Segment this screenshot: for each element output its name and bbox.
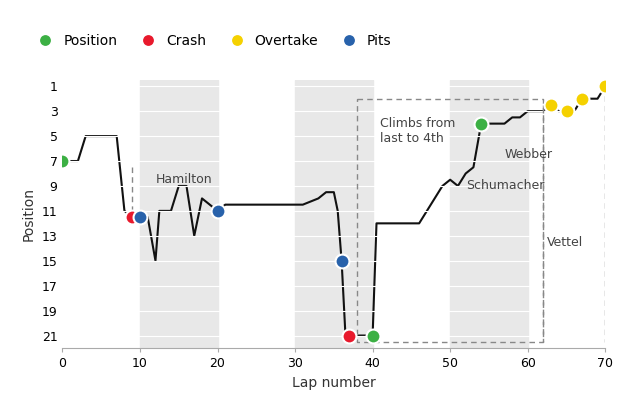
Text: Schumacher: Schumacher xyxy=(466,180,544,192)
Bar xyxy=(295,80,373,348)
Text: Climbs from
last to 4th: Climbs from last to 4th xyxy=(381,117,456,145)
Text: Webber: Webber xyxy=(504,148,552,161)
Text: Hamilton: Hamilton xyxy=(155,173,212,186)
X-axis label: Lap number: Lap number xyxy=(292,376,376,390)
Legend: Position, Crash, Overtake, Pits: Position, Crash, Overtake, Pits xyxy=(26,28,397,53)
Bar xyxy=(450,80,528,348)
Bar xyxy=(140,80,218,348)
Text: Vettel: Vettel xyxy=(547,236,583,248)
Y-axis label: Position: Position xyxy=(22,187,36,241)
